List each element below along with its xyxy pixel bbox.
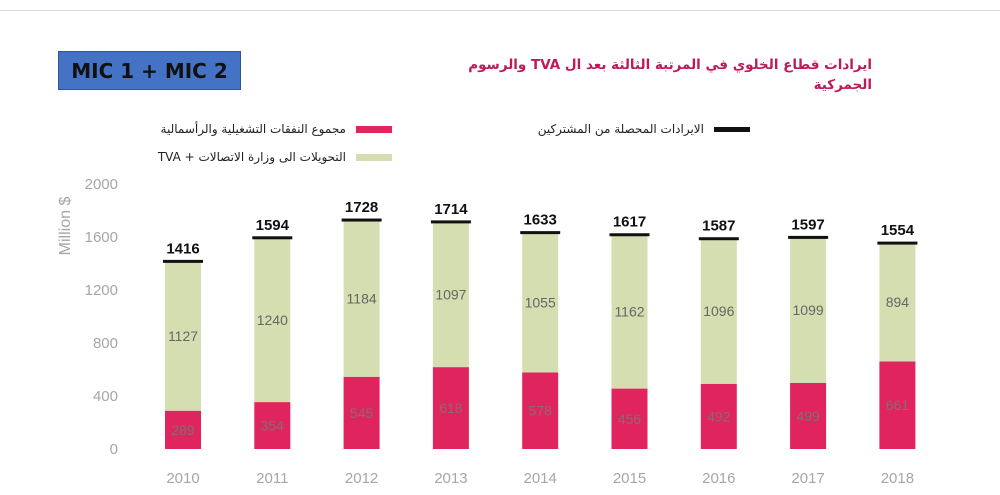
- total-revenue-marker: [788, 235, 829, 239]
- data-label-total: 1594: [256, 217, 290, 234]
- legend-swatch-transfers: [356, 153, 392, 161]
- data-label-transfers: 894: [886, 294, 910, 310]
- data-label-total: 1587: [702, 218, 735, 235]
- bar-segment-expenses: [700, 383, 737, 449]
- legend-label-revenues: الايرادات المحصلة من المشتركين: [537, 122, 704, 136]
- y-tick-label: 400: [93, 388, 118, 405]
- data-label-transfers: 1099: [793, 302, 824, 318]
- bar-segment-expenses: [522, 372, 559, 449]
- total-revenue-marker: [341, 218, 382, 222]
- page-top-border: [0, 10, 1000, 11]
- data-label-expenses: 545: [350, 405, 374, 421]
- bar-segment-expenses: [432, 367, 469, 449]
- data-label-total: 1416: [166, 240, 199, 257]
- bar-segment-transfers: [432, 221, 469, 368]
- total-revenue-marker: [609, 233, 650, 237]
- x-tick-label: 2015: [613, 470, 646, 487]
- x-tick-label: 2018: [881, 470, 914, 487]
- x-tick-label: 2011: [256, 470, 288, 487]
- data-label-total: 1597: [791, 216, 824, 233]
- data-label-expenses: 578: [529, 403, 553, 419]
- total-revenue-marker: [163, 259, 203, 263]
- y-tick-label: 2000: [85, 176, 118, 193]
- bar-segment-expenses: [790, 382, 827, 449]
- y-tick-label: 1200: [85, 282, 118, 299]
- legend-label-transfers: التحويلات الى وزارة الاتصالات + TVA: [157, 150, 346, 164]
- x-tick-label: 2014: [524, 470, 557, 487]
- total-revenue-marker: [430, 220, 471, 224]
- x-tick-label: 2010: [166, 470, 199, 487]
- data-label-expenses: 618: [439, 400, 463, 416]
- x-tick-label: 2012: [345, 470, 378, 487]
- bar-segment-expenses: [611, 388, 648, 449]
- data-label-total: 1554: [881, 222, 915, 239]
- bar-segment-expenses: [879, 361, 916, 449]
- data-label-transfers: 1184: [347, 290, 377, 306]
- data-label-transfers: 1097: [435, 286, 466, 302]
- scenario-badge: MIC 1 + MIC 2: [58, 51, 241, 90]
- data-label-expenses: 354: [261, 418, 285, 434]
- data-label-expenses: 456: [618, 411, 642, 427]
- y-axis-label: Million $: [57, 197, 74, 256]
- data-label-transfers: 1127: [168, 328, 198, 344]
- total-revenue-marker: [520, 231, 561, 235]
- bar-segment-expenses: [165, 410, 201, 449]
- data-label-transfers: 1055: [525, 295, 556, 311]
- legend-item-transfers: التحويلات الى وزارة الاتصالات + TVA: [158, 150, 392, 164]
- data-label-expenses: 492: [707, 408, 731, 424]
- x-tick-label: 2017: [791, 470, 824, 487]
- data-label-expenses: 499: [796, 408, 820, 424]
- bar-segment-transfers: [879, 242, 916, 362]
- bar-segment-transfers: [343, 219, 380, 377]
- legend-item-revenues: الايرادات المحصلة من المشتركين: [538, 122, 750, 136]
- x-tick-label: 2013: [434, 470, 467, 487]
- data-label-expenses: 289: [171, 422, 195, 438]
- data-label-transfers: 1162: [614, 304, 644, 320]
- y-tick-label: 800: [93, 335, 118, 352]
- legend-swatch-expenses: [356, 125, 392, 133]
- bar-segment-expenses: [254, 402, 291, 449]
- data-label-total: 1714: [434, 201, 468, 218]
- x-tick-label: 2016: [702, 470, 735, 487]
- y-tick-label: 0: [110, 441, 118, 458]
- legend-label-expenses: مجموع النفقات التشغيلية والرأسمالية: [160, 122, 346, 136]
- legend-swatch-revenues: [714, 126, 750, 132]
- total-revenue-marker: [698, 237, 739, 241]
- legend-item-expenses: مجموع النفقات التشغيلية والرأسمالية: [161, 122, 392, 136]
- data-label-total: 1633: [524, 212, 557, 229]
- total-revenue-marker: [252, 236, 293, 240]
- bar-segment-transfers: [790, 237, 827, 383]
- y-tick-label: 1600: [85, 229, 118, 246]
- data-label-transfers: 1240: [257, 312, 288, 328]
- data-label-total: 1617: [613, 214, 646, 231]
- bar-segment-transfers: [254, 237, 291, 403]
- bar-segment-transfers: [611, 234, 648, 389]
- bar-segment-transfers: [700, 238, 737, 384]
- bar-segment-transfers: [165, 261, 201, 411]
- bar-segment-transfers: [522, 232, 559, 373]
- chart-title: ايرادات قطاع الخلوي في المرتبة الثالثة ب…: [468, 57, 872, 93]
- data-label-total: 1728: [345, 199, 378, 216]
- total-revenue-marker: [877, 241, 918, 245]
- bar-segment-expenses: [343, 376, 380, 449]
- data-label-transfers: 1096: [703, 303, 734, 319]
- data-label-expenses: 661: [886, 397, 910, 413]
